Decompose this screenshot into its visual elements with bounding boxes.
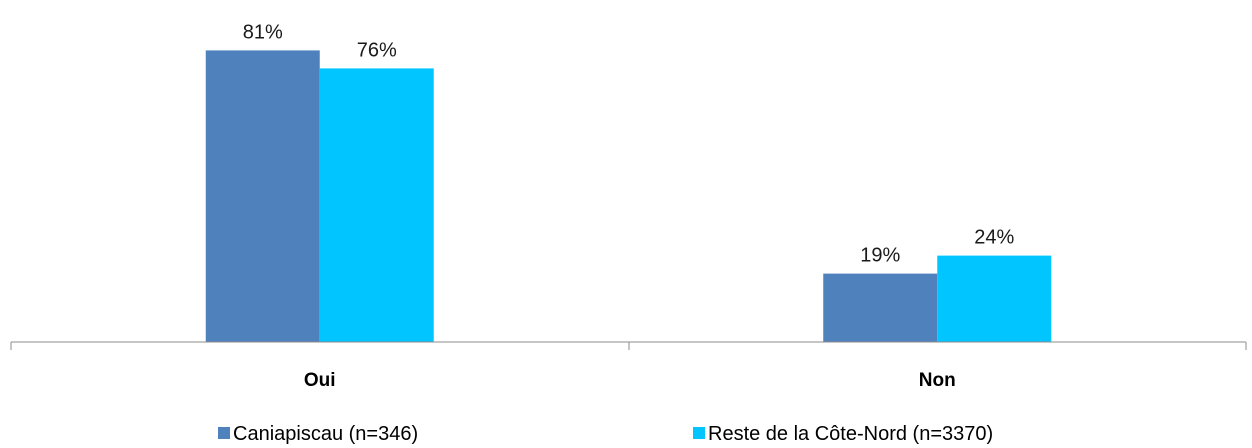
data-label: 81% xyxy=(243,21,283,43)
legend-swatch xyxy=(218,427,230,439)
bar-non-series-2 xyxy=(937,255,1052,342)
legend-label: Caniapiscau (n=346) xyxy=(233,423,418,445)
bar-oui-series-1 xyxy=(205,50,320,343)
category-labels-group: Oui Non xyxy=(304,370,956,391)
x-axis-ticks xyxy=(10,342,1247,350)
legend-label: Reste de la Côte-Nord (n=3370) xyxy=(708,423,993,445)
data-label: 24% xyxy=(974,227,1014,249)
category-label-non: Non xyxy=(919,370,956,391)
data-label: 19% xyxy=(860,245,900,267)
legend: Caniapiscau (n=346) Reste de la Côte-Nord… xyxy=(218,423,993,445)
bar-non-series-1 xyxy=(823,273,938,342)
bar-oui-series-2 xyxy=(319,68,434,343)
data-label: 76% xyxy=(357,39,397,61)
legend-swatch xyxy=(693,427,705,439)
category-label-oui: Oui xyxy=(304,370,336,391)
data-labels-group: 81% 76% 19% 24% xyxy=(243,21,1015,266)
bars-group xyxy=(205,50,1052,343)
